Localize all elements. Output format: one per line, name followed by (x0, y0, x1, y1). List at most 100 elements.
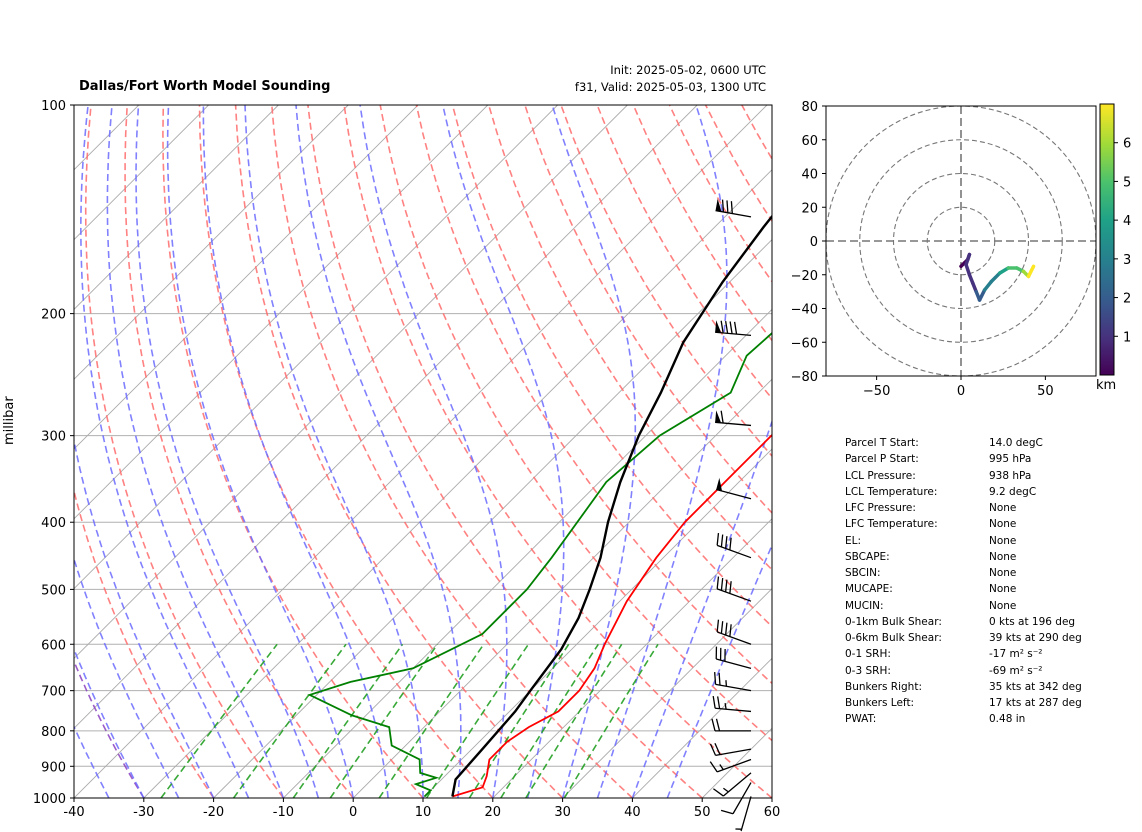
x-tick-label: -40 (63, 805, 84, 820)
wind-barb (716, 532, 752, 559)
y-tick-label: 200 (41, 308, 66, 323)
parameter-label: 0-1km Bulk Shear: (845, 615, 942, 628)
hodo-y-tick-label: 60 (801, 134, 818, 149)
colorbar-tick-label: 5 (1123, 175, 1131, 190)
moist-adiabat (106, 105, 285, 798)
hodo-ring (859, 139, 1063, 343)
isotherm (352, 378, 772, 798)
isotherm (74, 105, 768, 798)
isotherm (74, 105, 628, 660)
y-tick-label: 400 (41, 516, 66, 531)
x-tick-label: 30 (554, 805, 571, 820)
hodo-y-tick-label: 40 (801, 168, 818, 183)
mixing-ratio-line (525, 643, 623, 798)
x-tick-label: 50 (694, 805, 711, 820)
parameter-value: None (989, 583, 1017, 596)
isotherm (74, 105, 489, 520)
wind-barb (716, 576, 752, 602)
hodo-y-tick-label: 80 (801, 100, 818, 115)
isotherm (422, 448, 772, 798)
moist-adiabat (135, 105, 320, 798)
hodo-segment (964, 262, 972, 277)
parameter-label: Parcel P Start: (845, 453, 919, 466)
dry-adiabat (124, 105, 354, 798)
mixing-ratio-line (378, 643, 485, 798)
y-tick-label: 700 (41, 685, 66, 700)
colorbar-tick-label: 4 (1123, 214, 1131, 229)
dry-adiabat (487, 105, 772, 571)
y-tick-label: 900 (41, 760, 66, 775)
wind-barb (709, 758, 752, 773)
mixing-ratio-line (232, 643, 347, 798)
colorbar-label: km (1096, 378, 1116, 393)
parameter-value: 14.0 degC (989, 437, 1043, 449)
wind-barb (713, 772, 752, 797)
mixing-ratio-line (500, 643, 599, 798)
hodo-segment (964, 252, 972, 267)
dry-adiabat (668, 105, 772, 283)
dry-adiabat (271, 105, 633, 798)
y-tick-label: 1000 (33, 792, 66, 807)
parameter-value: -69 m² s⁻² (989, 664, 1043, 677)
dry-adiabat (596, 105, 772, 400)
x-tick-label: -10 (273, 805, 294, 820)
wind-barb (715, 320, 752, 337)
parcel-profile (451, 214, 772, 797)
moist-adiabat (202, 105, 389, 798)
wind-barb (712, 695, 752, 713)
x-tick-label: -30 (133, 805, 154, 820)
colorbar-bar (1099, 103, 1115, 376)
parameter-label: 0-3 SRH: (845, 664, 891, 677)
x-tick-label: 60 (764, 805, 781, 820)
moist-adiabat (244, 105, 424, 798)
x-tick-label: 0 (349, 805, 357, 820)
parameter-value: 0.48 in (989, 713, 1026, 726)
x-tick-label: 40 (624, 805, 641, 820)
y-tick-label: 300 (41, 430, 66, 445)
dewpoint-profile (307, 331, 772, 798)
parameter-label: Parcel T Start: (845, 437, 919, 449)
hodo-segment (1026, 264, 1036, 279)
run-info: Init: 2025-05-02, 0600 UTC f31, Valid: 2… (575, 62, 766, 96)
moist-adiabat (442, 105, 565, 798)
moist-adiabat (596, 105, 728, 798)
wind-barb (715, 410, 752, 427)
dry-adiabat (307, 105, 703, 798)
moist-adiabat (74, 437, 215, 798)
isotherm (74, 105, 558, 590)
dry-adiabat (343, 105, 772, 798)
chart-title: Dallas/Fort Worth Model Sounding (79, 79, 331, 94)
moist-adiabat (79, 105, 250, 798)
dry-adiabat (379, 105, 772, 742)
hodo-segment (989, 271, 1002, 284)
dry-adiabat (560, 105, 772, 458)
parameter-label: LFC Pressure: (845, 502, 916, 514)
moist-adiabat (74, 556, 180, 798)
isotherm (632, 657, 772, 798)
parameter-value: None (989, 567, 1017, 579)
moist-adiabat (551, 105, 637, 798)
parameter-value: 995 hPa (989, 453, 1032, 466)
mixing-ratio-line (425, 643, 530, 798)
isotherm (492, 518, 772, 798)
hodo-y-tick-label: −80 (791, 370, 818, 385)
parameter-value: 17 kts at 287 deg (989, 697, 1082, 709)
hodo-segment (977, 288, 987, 302)
parameter-label: SBCIN: (845, 567, 881, 579)
isotherm (74, 105, 279, 311)
dry-adiabat (74, 487, 215, 798)
dry-adiabat (524, 105, 772, 515)
parameter-value: 0 kts at 196 deg (989, 615, 1076, 628)
moist-adiabat (631, 419, 772, 798)
isotherm (74, 105, 419, 450)
isotherm (562, 587, 772, 798)
wind-barb (714, 672, 752, 692)
dry-adiabat (415, 105, 772, 685)
parameter-value: None (989, 502, 1017, 514)
hodo-x-tick-label: −50 (863, 384, 890, 399)
parameter-value: -17 m² s⁻² (989, 648, 1043, 661)
y-tick-label: 800 (41, 725, 66, 740)
isotherm (283, 308, 772, 798)
wind-barb (716, 619, 752, 645)
x-tick-label: 10 (415, 805, 432, 820)
